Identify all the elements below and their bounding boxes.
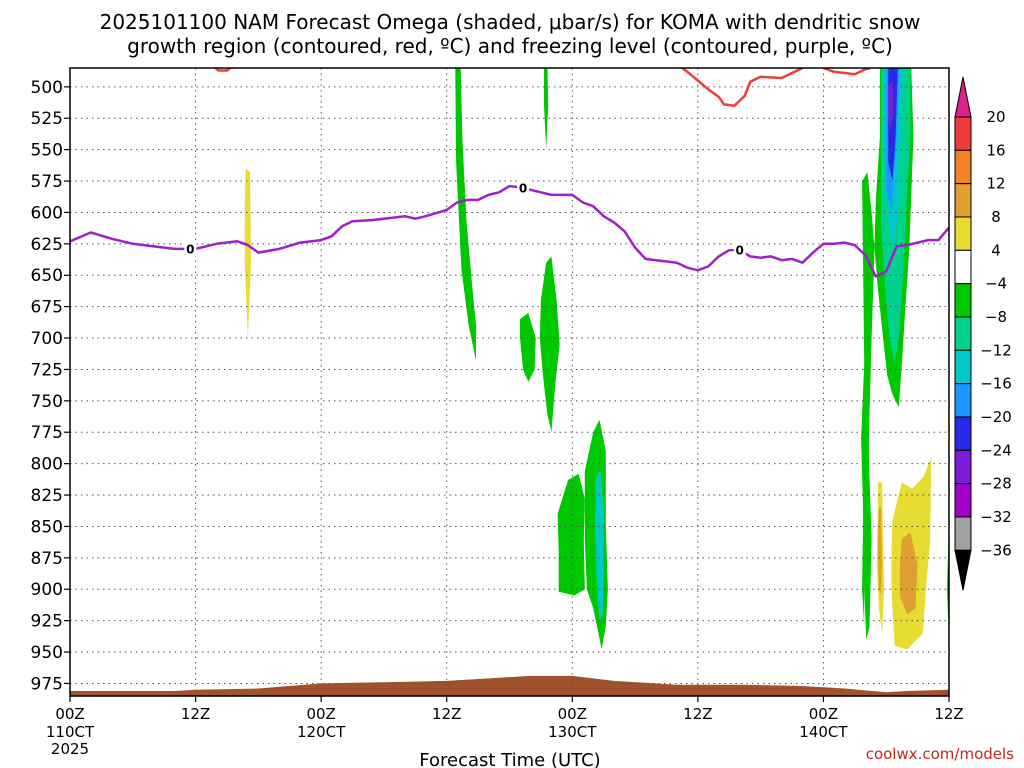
- colorbar-tick-label: 4: [991, 241, 1001, 259]
- colorbar-tick-label: 16: [986, 141, 1005, 159]
- x-tick-date: 130CT: [548, 723, 597, 741]
- colorbar-swatch: [954, 516, 972, 551]
- colorbar-swatch: [954, 183, 972, 218]
- colorbar-tick-label: −32: [980, 508, 1012, 526]
- colorbar-swatch: [954, 416, 972, 451]
- colorbar-tick-label: −8: [985, 308, 1007, 326]
- colorbar-swatch: [954, 149, 972, 185]
- x-tick-label: 12Z: [683, 705, 712, 723]
- dendritic-growth-contour: [681, 68, 804, 107]
- x-tick-year: 2025: [51, 740, 89, 758]
- y-tick-label: 775: [31, 423, 63, 443]
- omega-region: [539, 256, 560, 433]
- dendritic-growth-contour: [822, 68, 871, 76]
- colorbar-swatch: [954, 316, 972, 351]
- omega-region: [877, 507, 882, 596]
- y-tick-label: 975: [31, 674, 63, 694]
- freezing-level-line: [70, 184, 949, 278]
- plot-frame: [69, 67, 950, 697]
- x-tick-label: 00Z: [306, 705, 335, 723]
- x-tick-label: 00Z: [55, 705, 84, 723]
- freezing-level-label: 0: [736, 244, 744, 258]
- x-tick-date: 120CT: [297, 723, 346, 741]
- y-tick-label: 875: [31, 549, 63, 569]
- colorbar-swatch: [954, 116, 972, 151]
- colorbar-swatch: [954, 216, 972, 251]
- omega-region: [863, 444, 872, 640]
- y-tick-label: 800: [31, 455, 63, 475]
- y-tick-label: 925: [31, 612, 63, 632]
- x-tick-label: 00Z: [558, 705, 587, 723]
- y-axis-ticks: 500 525 550 575 600 625 650 675 700 725 750 775 800 8…: [31, 78, 70, 694]
- x-tick-label: 00Z: [809, 705, 838, 723]
- colorbar-bottom-arrow: [954, 549, 972, 591]
- colorbar-top-arrow: [954, 76, 972, 118]
- dendritic-growth-contour: [214, 68, 231, 72]
- y-tick-label: 625: [31, 235, 63, 255]
- colorbar-tick-label: −36: [980, 541, 1012, 559]
- y-tick-label: 575: [31, 172, 63, 192]
- omega-region: [520, 312, 536, 382]
- omega-region: [244, 168, 251, 338]
- omega-region: [899, 532, 918, 615]
- y-tick-label: 850: [31, 517, 63, 537]
- colorbar-swatch: [954, 383, 972, 418]
- colorbar-tick-label: −20: [980, 408, 1012, 426]
- colorbar-swatch: [954, 349, 972, 385]
- y-tick-label: 700: [31, 329, 63, 349]
- x-tick-date: 110CT: [46, 723, 95, 741]
- colorbar-swatch: [954, 249, 972, 285]
- colorbar-tick-label: −28: [980, 475, 1012, 493]
- colorbar-tick-label: −24: [980, 441, 1012, 459]
- contour-label-bg: [517, 180, 530, 196]
- freezing-level-label: 0: [186, 242, 194, 256]
- y-tick-label: 675: [31, 298, 63, 318]
- colorbar-tick-label: 20: [986, 108, 1005, 126]
- omega-shading: [244, 68, 949, 650]
- colorbar-tick-label: −16: [980, 375, 1012, 393]
- y-tick-label: 750: [31, 392, 63, 412]
- y-tick-label: 600: [31, 203, 63, 223]
- y-tick-label: 650: [31, 266, 63, 286]
- omega-region: [455, 68, 476, 361]
- y-tick-label: 525: [31, 109, 63, 129]
- colorbar-swatch: [954, 283, 972, 318]
- omega-region: [595, 469, 604, 621]
- chart-title-line-1: 2025101100 NAM Forecast Omega (shaded, μ…: [100, 10, 921, 34]
- plot-background: [70, 68, 949, 696]
- dendritic-growth-contours: [214, 68, 871, 107]
- chart-title-line-2: growth region (contoured, red, ºC) and f…: [127, 34, 893, 58]
- freezing-level-label: 0: [519, 182, 527, 196]
- colorbar-tick-label: −12: [980, 341, 1012, 359]
- y-tick-label: 550: [31, 141, 63, 161]
- terrain-fill: [70, 675, 949, 696]
- colorbar-tick-label: −4: [985, 275, 1007, 293]
- y-tick-label: 725: [31, 360, 63, 380]
- x-tick-label: 12Z: [432, 705, 461, 723]
- y-tick-label: 500: [31, 78, 63, 98]
- y-tick-label: 825: [31, 486, 63, 506]
- y-tick-label: 900: [31, 580, 63, 600]
- colorbar-tick-label: 8: [991, 208, 1001, 226]
- omega-region: [544, 68, 549, 150]
- colorbar: 20 16 12 8 4 −4 −8 −12 −16 −20 −24 −28 −32 −36: [954, 76, 1012, 591]
- x-axis-label: Forecast Time (UTC): [419, 750, 600, 768]
- y-tick-label: 950: [31, 643, 63, 663]
- x-tick-label: 12Z: [934, 705, 963, 723]
- terrain-layer: [70, 675, 949, 696]
- contour-label-bg: [733, 242, 746, 258]
- x-tick-label: 12Z: [181, 705, 210, 723]
- freezing-level-contour: 0 0 0: [70, 180, 949, 278]
- colorbar-swatch: [954, 483, 972, 518]
- omega-region: [557, 473, 585, 596]
- plot-content: 0 0 0: [70, 68, 949, 696]
- contour-label-bg: [184, 240, 197, 256]
- x-tick-date: 140CT: [799, 723, 848, 741]
- grid-lines: [70, 68, 949, 696]
- colorbar-tick-label: 12: [986, 175, 1005, 193]
- credit-text: coolwx.com/models: [866, 745, 1014, 763]
- colorbar-swatch: [954, 449, 972, 485]
